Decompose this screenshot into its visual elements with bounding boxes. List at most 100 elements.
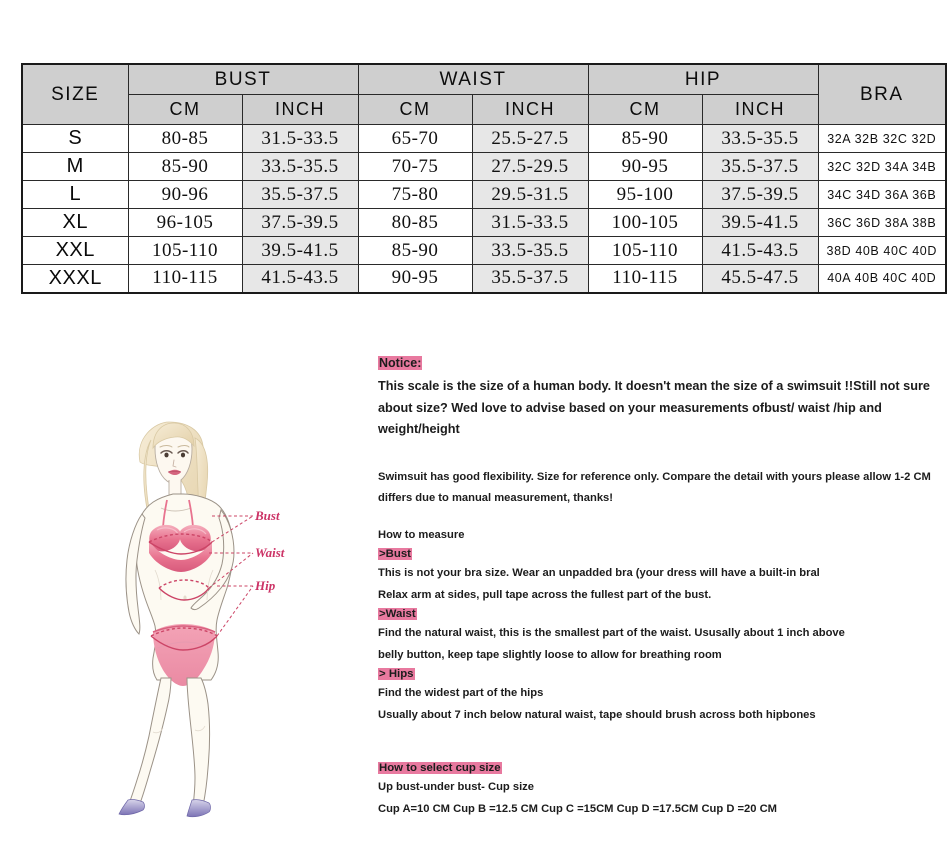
header-waist: WAIST <box>357 63 589 95</box>
cell-bust-cm: 85-90 <box>127 152 243 181</box>
cell-bust-cm: 105-110 <box>127 236 243 265</box>
cell-bra: 38D 40B 40C 40D <box>817 236 947 265</box>
cell-hip-inch: 35.5-37.5 <box>701 152 819 181</box>
cell-bust-cm: 110-115 <box>127 264 243 293</box>
table-row: S 80-85 31.5-33.5 65-70 25.5-27.5 85-90 … <box>21 124 947 153</box>
subheader-bust-cm: CM <box>127 94 243 125</box>
size-chart-table-container: SIZE BUST WAIST HIP BRA CM INCH CM INCH … <box>21 63 947 294</box>
cell-waist-cm: 90-95 <box>357 264 473 293</box>
subheader-bust-inch: INCH <box>241 94 359 125</box>
header-hip: HIP <box>587 63 819 95</box>
label-hip: Hip <box>254 578 276 593</box>
cell-waist-cm: 75-80 <box>357 180 473 209</box>
notice-flexibility: Swimsuit has good flexibility. Size for … <box>378 470 931 505</box>
body-measurement-illustration: Bust Waist Hip <box>95 420 310 820</box>
hips-section-label: > Hips <box>378 668 415 680</box>
cell-hip-cm: 110-115 <box>587 264 703 293</box>
cell-size: XXXL <box>21 264 129 293</box>
cell-bra: 32A 32B 32C 32D <box>817 124 947 153</box>
measurement-lines <box>148 515 254 651</box>
cup-size-line-1: Up bust-under bust- Cup size <box>378 781 534 793</box>
cell-size: XL <box>21 208 129 237</box>
cup-size-title: How to select cup size <box>378 762 502 774</box>
cell-waist-inch: 29.5-31.5 <box>471 180 589 209</box>
subheader-hip-inch: INCH <box>701 94 819 125</box>
cell-bra: 36C 36D 38A 38B <box>817 208 947 237</box>
cell-bra: 34C 34D 36A 36B <box>817 180 947 209</box>
cell-hip-cm: 85-90 <box>587 124 703 153</box>
cell-waist-cm: 70-75 <box>357 152 473 181</box>
cell-waist-cm: 80-85 <box>357 208 473 237</box>
label-bust: Bust <box>254 508 280 523</box>
cell-waist-inch: 31.5-33.5 <box>471 208 589 237</box>
header-size: SIZE <box>21 63 129 125</box>
size-chart-table: SIZE BUST WAIST HIP BRA CM INCH CM INCH … <box>21 63 947 294</box>
cell-waist-inch: 25.5-27.5 <box>471 124 589 153</box>
cup-size-line-2: Cup A=10 CM Cup B =12.5 CM Cup C =15CM C… <box>378 802 777 815</box>
cell-hip-cm: 90-95 <box>587 152 703 181</box>
header-bust: BUST <box>127 63 359 95</box>
how-to-measure-heading: How to measure <box>378 528 465 541</box>
subheader-waist-cm: CM <box>357 94 473 125</box>
table-row: L 90-96 35.5-37.5 75-80 29.5-31.5 95-100… <box>21 180 947 209</box>
label-waist: Waist <box>255 545 285 560</box>
bust-section-label: >Bust <box>378 548 412 560</box>
cell-bust-cm: 96-105 <box>127 208 243 237</box>
cell-waist-inch: 27.5-29.5 <box>471 152 589 181</box>
bust-instruction-line-2: Relax arm at sides, pull tape across the… <box>378 588 712 601</box>
notice-title: Notice: <box>378 356 423 370</box>
cell-hip-cm: 105-110 <box>587 236 703 265</box>
notice-text-block: Notice: This scale is the size of a huma… <box>378 355 938 820</box>
hips-instruction-line-1: Find the widest part of the hips <box>378 687 544 699</box>
table-body: S 80-85 31.5-33.5 65-70 25.5-27.5 85-90 … <box>21 124 947 293</box>
cell-size: L <box>21 180 129 209</box>
cell-hip-cm: 100-105 <box>587 208 703 237</box>
cell-hip-inch: 45.5-47.5 <box>701 264 819 293</box>
subheader-waist-inch: INCH <box>471 94 589 125</box>
cell-waist-cm: 85-90 <box>357 236 473 265</box>
high-heel-shoes <box>118 799 211 818</box>
cell-size: XXL <box>21 236 129 265</box>
cell-hip-inch: 41.5-43.5 <box>701 236 819 265</box>
subheader-hip-cm: CM <box>587 94 703 125</box>
table-row: XXL 105-110 39.5-41.5 85-90 33.5-35.5 10… <box>21 236 947 265</box>
cell-bra: 40A 40B 40C 40D <box>817 264 947 293</box>
waist-instruction-line-2: belly button, keep tape slightly loose t… <box>378 648 722 661</box>
header-bra: BRA <box>817 63 947 125</box>
notice-intro: This scale is the size of a human body. … <box>378 379 930 436</box>
waist-section-label: >Waist <box>378 608 417 620</box>
cell-bust-inch: 33.5-35.5 <box>241 152 359 181</box>
cell-hip-cm: 95-100 <box>587 180 703 209</box>
cell-bust-inch: 35.5-37.5 <box>241 180 359 209</box>
cell-hip-inch: 33.5-35.5 <box>701 124 819 153</box>
legs <box>128 677 210 807</box>
table-head: SIZE BUST WAIST HIP BRA CM INCH CM INCH … <box>21 63 947 125</box>
waist-section-label-row: >Waist <box>378 606 938 623</box>
swimsuit-bottom <box>152 624 216 686</box>
cell-bust-cm: 90-96 <box>127 180 243 209</box>
hips-section-label-row: > Hips <box>378 666 938 683</box>
cell-bust-inch: 31.5-33.5 <box>241 124 359 153</box>
cell-size: M <box>21 152 129 181</box>
cell-waist-inch: 33.5-35.5 <box>471 236 589 265</box>
cell-bust-inch: 39.5-41.5 <box>241 236 359 265</box>
hips-instruction-line-2: Usually about 7 inch below natural waist… <box>378 708 816 721</box>
bust-section-label-row: >Bust <box>378 546 938 563</box>
waist-instruction-line-1: Find the natural waist, this is the smal… <box>378 627 845 639</box>
cell-waist-inch: 35.5-37.5 <box>471 264 589 293</box>
face <box>152 422 195 484</box>
table-row: XL 96-105 37.5-39.5 80-85 31.5-33.5 100-… <box>21 208 947 237</box>
table-row: XXXL 110-115 41.5-43.5 90-95 35.5-37.5 1… <box>21 264 947 293</box>
bust-instruction-line-1: This is not your bra size. Wear an unpad… <box>378 567 820 579</box>
cell-bust-inch: 41.5-43.5 <box>241 264 359 293</box>
table-row: M 85-90 33.5-35.5 70-75 27.5-29.5 90-95 … <box>21 152 947 181</box>
swimsuit-top <box>149 499 212 572</box>
cell-size: S <box>21 124 129 153</box>
cell-hip-inch: 39.5-41.5 <box>701 208 819 237</box>
cup-size-title-row: How to select cup size <box>378 760 938 777</box>
cell-bust-inch: 37.5-39.5 <box>241 208 359 237</box>
cell-bra: 32C 32D 34A 34B <box>817 152 947 181</box>
notice-title-row: Notice: <box>378 355 938 371</box>
cell-bust-cm: 80-85 <box>127 124 243 153</box>
cell-hip-inch: 37.5-39.5 <box>701 180 819 209</box>
